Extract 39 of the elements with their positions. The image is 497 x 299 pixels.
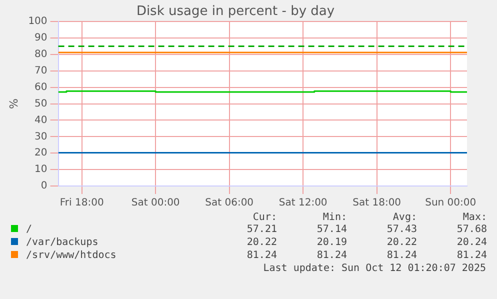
text: 57.43	[386, 223, 417, 236]
chart-title: Disk usage in percent - by day	[136, 4, 335, 20]
x-tick-label: Sun 00:00	[425, 198, 476, 209]
text: 81.24	[246, 249, 277, 262]
text: Avg:	[392, 212, 417, 223]
text: 57.21	[246, 223, 277, 236]
y-tick-label: 100	[28, 16, 48, 28]
legend-label: /srv/www/htdocs	[25, 249, 118, 262]
y-tick-label: 80	[34, 49, 48, 60]
text: 57.14	[316, 223, 347, 236]
y-tick-label: 10	[34, 164, 48, 176]
y-tick-label: 90	[34, 32, 48, 44]
text: 20.19	[316, 236, 347, 249]
text: Last update: Sun Oct 12 01:20:07 2025	[262, 262, 487, 275]
text: Max:	[462, 212, 487, 223]
y-tick-label: 60	[34, 82, 48, 93]
text: 57.68	[456, 223, 487, 236]
y-tick-label: 20	[34, 148, 48, 159]
y-axis-title: %	[7, 98, 20, 110]
y-tick-label: 50	[34, 98, 48, 110]
x-tick-label: Sat 00:00	[131, 198, 180, 209]
text: Cur:	[252, 212, 277, 223]
legend-label: /	[25, 223, 34, 236]
legend-label: /var/backups	[25, 236, 100, 249]
y-tick-label: 70	[34, 66, 48, 77]
x-tick-label: Sat 18:00	[352, 198, 402, 209]
text: 20.22	[386, 236, 417, 249]
x-tick-label: Sat 06:00	[205, 198, 254, 209]
x-tick-label: Fri 18:00	[60, 198, 104, 209]
text: 81.24	[456, 249, 487, 262]
text: 20.24	[456, 236, 487, 249]
y-tick-label: 40	[34, 114, 48, 126]
text: 81.24	[316, 249, 347, 262]
y-tick-label: 0	[40, 180, 48, 192]
y-tick-label: 30	[34, 131, 48, 142]
text: Min:	[322, 212, 347, 223]
text: 20.22	[246, 236, 277, 249]
text: 81.24	[386, 249, 417, 262]
x-tick-label: Sat 12:00	[278, 198, 328, 209]
